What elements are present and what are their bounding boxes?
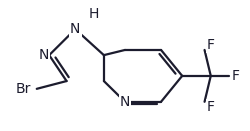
Text: N: N [120, 95, 130, 109]
Text: H: H [89, 7, 99, 21]
Text: F: F [207, 38, 215, 52]
Text: Br: Br [16, 82, 31, 96]
Text: F: F [207, 100, 215, 114]
Text: N: N [70, 22, 80, 36]
Text: F: F [232, 69, 240, 83]
Text: N: N [39, 48, 49, 62]
